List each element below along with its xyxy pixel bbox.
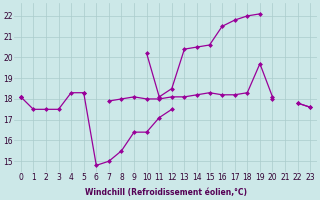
X-axis label: Windchill (Refroidissement éolien,°C): Windchill (Refroidissement éolien,°C) bbox=[84, 188, 246, 197]
